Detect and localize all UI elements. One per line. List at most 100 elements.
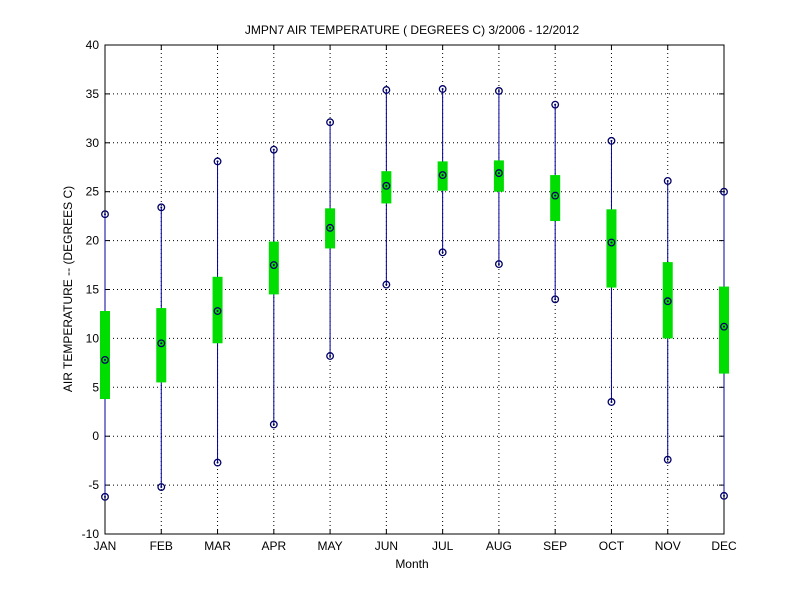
x-tick-label: APR — [261, 539, 286, 553]
median-marker — [269, 261, 278, 269]
median-marker-dot — [666, 300, 669, 303]
median-marker — [101, 355, 109, 364]
y-tick-label: 30 — [86, 136, 100, 150]
y-tick-label: 25 — [86, 185, 100, 199]
box-jun — [381, 86, 392, 289]
min-marker — [607, 398, 616, 406]
box-dec — [719, 187, 729, 500]
median-marker — [663, 297, 672, 306]
iqr-box — [100, 311, 110, 400]
median-marker-dot — [497, 172, 500, 175]
median-marker-dot — [441, 174, 444, 177]
y-axis-ticks: -10 -5 0 5 10 15 20 25 30 35 40 — [82, 38, 724, 541]
min-marker-dot — [160, 486, 163, 489]
y-tick-label: 40 — [86, 38, 100, 52]
y-tick-label: 10 — [86, 331, 100, 345]
box-oct — [606, 136, 617, 406]
min-marker — [382, 280, 391, 289]
iqr-box — [156, 308, 167, 383]
y-axis-label: AIR TEMPERATURE -- (DEGREES C) — [61, 186, 75, 392]
max-marker — [438, 85, 447, 93]
min-marker-dot — [272, 423, 275, 426]
x-tick-label: JUN — [375, 539, 398, 553]
median-marker — [494, 169, 503, 178]
min-marker-dot — [554, 298, 557, 301]
x-tick-label: JUL — [432, 539, 454, 553]
max-marker-dot — [160, 206, 163, 209]
max-marker-dot — [554, 103, 557, 106]
box-aug — [493, 87, 504, 269]
min-marker-dot — [104, 495, 106, 498]
min-marker-dot — [329, 355, 332, 358]
max-marker-dot — [610, 139, 613, 142]
max-marker-dot — [104, 213, 106, 216]
median-marker-dot — [272, 264, 275, 267]
x-tick-label: AUG — [486, 539, 512, 553]
median-marker-dot — [329, 226, 332, 229]
x-tick-label: SEP — [543, 539, 567, 553]
box-sep — [550, 100, 561, 304]
max-marker — [607, 136, 616, 145]
min-marker — [551, 295, 560, 304]
median-marker-dot — [385, 184, 388, 187]
y-tick-label: -5 — [88, 478, 99, 492]
x-axis-label: Month — [395, 557, 428, 571]
box-nov — [662, 176, 673, 464]
y-tick-label: 5 — [92, 380, 99, 394]
min-marker-dot — [610, 400, 613, 403]
box-feb — [156, 203, 167, 492]
median-marker-dot — [160, 342, 163, 345]
min-marker — [157, 483, 166, 492]
median-marker-dot — [216, 310, 219, 313]
y-tick-label: 0 — [92, 429, 99, 443]
box-may — [325, 118, 336, 360]
y-tick-label: 15 — [86, 283, 100, 297]
max-marker-dot — [216, 160, 219, 163]
max-marker — [494, 87, 503, 95]
min-marker — [438, 248, 447, 257]
min-marker — [213, 458, 222, 467]
max-marker — [382, 86, 391, 94]
x-axis-ticks: JAN FEB MAR APR MAY JUN JUL AUG SEP OCT NOV DEC — [94, 45, 737, 553]
max-marker — [101, 210, 109, 219]
median-marker-dot — [554, 194, 557, 197]
median-marker-dot — [610, 241, 613, 244]
max-marker — [551, 100, 560, 109]
min-marker — [326, 352, 335, 360]
y-tick-label: 20 — [86, 234, 100, 248]
max-marker — [213, 157, 222, 166]
x-tick-label: MAR — [204, 539, 231, 553]
max-marker — [326, 118, 335, 127]
iqr-box — [550, 175, 561, 222]
x-tick-label: NOV — [655, 539, 681, 553]
x-tick-label: OCT — [599, 539, 625, 553]
min-marker-dot — [441, 251, 444, 254]
min-marker — [494, 260, 503, 269]
iqr-box — [606, 209, 617, 288]
median-marker — [551, 191, 560, 200]
x-tick-label: JAN — [94, 539, 117, 553]
min-marker — [720, 491, 728, 500]
min-marker — [663, 455, 672, 464]
y-tick-label: 35 — [86, 87, 100, 101]
min-marker-dot — [216, 461, 219, 464]
box-mar — [212, 157, 223, 467]
median-marker — [438, 171, 447, 180]
chart-title: JMPN7 AIR TEMPERATURE ( DEGREES C) 3/200… — [245, 23, 580, 37]
median-marker — [607, 238, 616, 247]
median-marker-dot — [104, 358, 106, 361]
min-marker-dot — [666, 458, 669, 461]
box-jan — [100, 210, 110, 501]
max-marker — [720, 187, 728, 196]
iqr-box — [381, 171, 392, 204]
box-series — [100, 85, 729, 501]
max-marker-dot — [497, 89, 500, 92]
x-tick-label: DEC — [711, 539, 737, 553]
max-marker-dot — [666, 179, 669, 182]
max-marker — [663, 176, 672, 185]
box-jul — [437, 85, 448, 257]
max-marker-dot — [272, 148, 275, 151]
